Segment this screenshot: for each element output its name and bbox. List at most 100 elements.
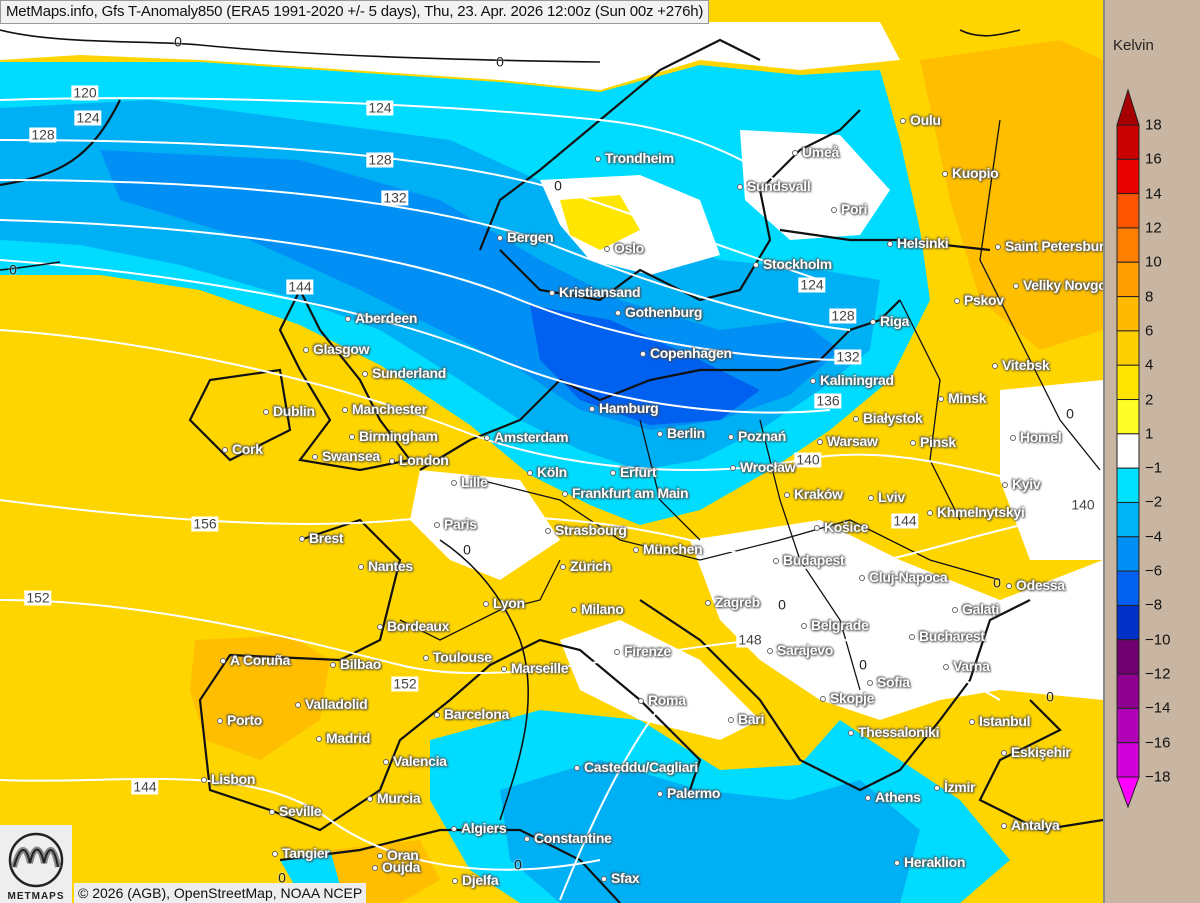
city-name: Košice (824, 519, 869, 535)
city-label: Birmingham (349, 428, 438, 444)
city-label: Oslo (604, 240, 644, 256)
city-name: Sundsvall (747, 178, 811, 194)
legend-label: −10 (1145, 631, 1171, 649)
contour-label: 0 (1066, 405, 1074, 422)
city-dot-icon (927, 510, 933, 517)
city-dot-icon (601, 876, 607, 883)
contour-label: 148 (736, 631, 764, 648)
city-dot-icon (1001, 823, 1007, 830)
legend-swatch (1116, 604, 1140, 641)
city-label: Tangier (272, 845, 330, 861)
city-label: Pori (831, 201, 867, 217)
contour-label: 0 (778, 596, 786, 613)
legend-label: −4 (1145, 528, 1163, 546)
city-label: Zürich (560, 558, 611, 574)
city-name: Toulouse (433, 649, 492, 665)
city-dot-icon (342, 407, 348, 414)
legend-swatch (1116, 433, 1140, 469)
legend-swatch (1116, 467, 1140, 503)
city-name: Nantes (368, 558, 413, 574)
city-label: Amsterdam (484, 429, 569, 445)
city-name: Valencia (393, 753, 447, 769)
city-label: Umeå (792, 144, 839, 160)
city-dot-icon (434, 712, 440, 719)
contour-label: 124 (74, 109, 102, 126)
contour-label: 140 (794, 451, 822, 468)
city-name: İzmir (944, 779, 976, 795)
field-white-balkans (690, 520, 1103, 720)
city-name: Strasbourg (555, 522, 627, 538)
metmaps-logo-icon: METMAPS (8, 832, 64, 902)
field-white-france (410, 470, 560, 580)
city-name: Stockholm (763, 256, 832, 272)
legend-swatch (1116, 501, 1140, 538)
city-name: Valladolid (305, 696, 368, 712)
city-name: Saint Petersburg (1005, 238, 1103, 254)
city-label: Djelfa (452, 872, 499, 888)
city-name: Poznań (738, 428, 786, 444)
field-white-east (1000, 380, 1103, 560)
city-dot-icon (560, 564, 566, 571)
city-name: Białystok (863, 410, 923, 426)
city-dot-icon (1002, 482, 1008, 489)
city-name: Bordeaux (387, 618, 450, 634)
legend-label: −18 (1145, 768, 1171, 786)
city-dot-icon (638, 698, 644, 705)
city-name: Madrid (326, 730, 371, 746)
city-name: Thessaloniki (858, 724, 940, 740)
city-name: Kristiansand (559, 284, 641, 300)
city-label: Seville (269, 803, 322, 819)
legend-swatch (1116, 673, 1140, 709)
city-dot-icon (377, 624, 383, 631)
city-label: Copenhagen (640, 345, 732, 361)
city-name: Budapest (783, 552, 845, 568)
city-name: Oran (387, 847, 419, 863)
city-name: Minsk (948, 390, 987, 406)
city-dot-icon (574, 765, 580, 772)
city-label: Paris (434, 516, 477, 532)
city-label: Nantes (358, 558, 413, 574)
city-name: Bergen (507, 229, 554, 245)
city-dot-icon (349, 434, 355, 441)
city-label: İzmir (934, 779, 975, 795)
city-name: Swansea (322, 448, 380, 464)
map-title: MetMaps.info, Gfs T-Anomaly850 (ERA5 199… (0, 0, 710, 24)
city-dot-icon (1006, 583, 1012, 590)
legend-label: −14 (1145, 699, 1171, 717)
city-label: Lille (451, 474, 488, 490)
city-name: Djelfa (462, 872, 499, 888)
city-name: Gothenburg (625, 304, 703, 320)
city-name: Kuopio (952, 165, 999, 181)
city-name: Pori (841, 201, 868, 217)
city-name: Palermo (667, 785, 721, 801)
copyright-notice: © 2026 (AGB), OpenStreetMap, NOAA NCEP (74, 883, 367, 903)
city-name: Sofia (877, 674, 910, 690)
field-white-italy (560, 620, 760, 740)
city-name: Aberdeen (355, 310, 418, 326)
city-name: Oslo (614, 240, 644, 256)
contour-label: 140 (1069, 496, 1097, 513)
city-label: Palermo (657, 785, 720, 801)
contour-label: 0 (9, 261, 17, 278)
city-label: Milano (571, 601, 624, 617)
city-label: Oulu (900, 112, 941, 128)
city-name: Helsinki (897, 235, 949, 251)
city-dot-icon (434, 522, 440, 529)
city-name: Milano (581, 601, 624, 617)
city-name: Veliky Novgorod (1023, 277, 1103, 293)
city-label: Helsinki (887, 235, 949, 251)
city-name: Skopje (830, 690, 875, 706)
contour-label: 0 (1046, 688, 1054, 705)
city-label: Białystok (853, 410, 923, 426)
contour-label: 132 (381, 189, 409, 206)
city-label: Kristiansand (549, 284, 641, 300)
city-name: Kaliningrad (820, 372, 894, 388)
field-orange-east (920, 40, 1103, 350)
city-label: Košice (814, 519, 868, 535)
legend-label: −1 (1145, 459, 1163, 477)
city-dot-icon (934, 785, 940, 792)
city-dot-icon (545, 528, 551, 535)
legend-label: 4 (1145, 356, 1154, 374)
city-name: Casteddu/Cagliari (584, 759, 698, 775)
city-dot-icon (801, 623, 807, 630)
